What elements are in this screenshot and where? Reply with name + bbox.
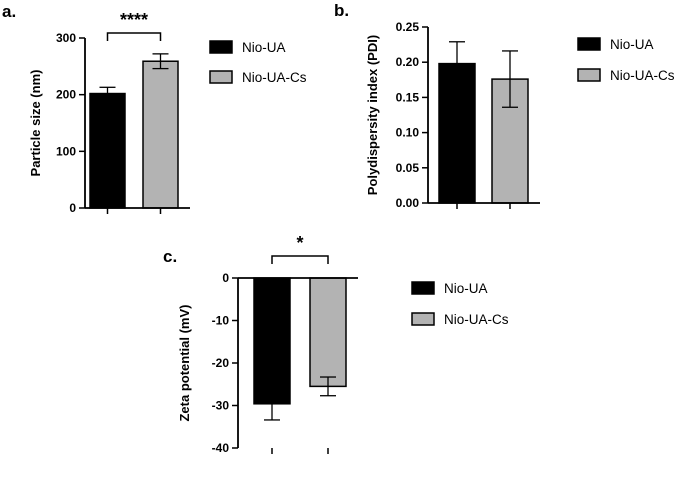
panel-b-legend-label-2: Nio-UA-Cs — [610, 68, 675, 83]
panel-a-significance-bracket — [106, 32, 162, 41]
panel-b-ylabel: Polydispersity index (PDI) — [365, 35, 380, 195]
panel-c-ytick-label-0: 0 — [222, 271, 229, 285]
panel-c-significance-label: * — [296, 233, 303, 253]
panel-c-bar-1 — [253, 277, 291, 405]
panel-b-legend-label-1: Nio-UA — [610, 37, 654, 52]
panel-a-bar-1 — [89, 92, 126, 209]
panel-b-letter: b. — [334, 1, 349, 20]
panel-b-ytick-label-1: 0.05 — [396, 161, 420, 175]
panel-c-ytick-label-2: -20 — [212, 356, 230, 370]
panel-a-ytick-label-1: 100 — [56, 144, 76, 158]
panel-c-bar-2 — [309, 277, 347, 388]
panel-c-legend-swatch-1 — [411, 281, 435, 295]
panel-a-ytick-label-2: 200 — [56, 88, 76, 102]
panel-b-ytick-label-2: 0.10 — [396, 126, 420, 140]
panel-c-ytick-label-1: -10 — [212, 314, 230, 328]
panel-b-legend-swatch-1 — [577, 37, 601, 51]
panel-c-ytick-label-4: -40 — [212, 441, 230, 455]
panel-a-ylabel: Particle size (nm) — [28, 70, 43, 177]
panel-c-ylabel: Zeta potential (mV) — [177, 304, 192, 421]
panel-a-letter: a. — [2, 2, 16, 21]
panel-a-significance-label: **** — [120, 10, 148, 30]
panel-b-ytick-label-0: 0.00 — [396, 196, 420, 210]
panel-a-legend-label-1: Nio-UA — [242, 40, 286, 55]
panel-c-significance-bracket — [271, 255, 329, 264]
panel-c-letter: c. — [163, 247, 177, 266]
panel-a-legend-swatch-1 — [209, 40, 233, 54]
panel-c-legend-swatch-2 — [411, 312, 435, 326]
panel-a-legend-label-2: Nio-UA-Cs — [242, 70, 307, 85]
panel-c-legend-label-1: Nio-UA — [444, 281, 488, 296]
panel-b-ytick-label-5: 0.25 — [396, 20, 420, 34]
panel-a-ytick-label-0: 0 — [69, 201, 76, 215]
panel-a-ytick-label-3: 300 — [56, 31, 76, 45]
panel-b-legend-swatch-2 — [577, 68, 601, 82]
panel-a-bar-2 — [142, 60, 179, 209]
panel-b-ytick-label-3: 0.15 — [396, 90, 420, 104]
panel-b-ytick-label-4: 0.20 — [396, 55, 420, 69]
panel-a-legend-swatch-2 — [209, 70, 233, 84]
panel-c-legend-label-2: Nio-UA-Cs — [444, 312, 509, 327]
panel-c-ytick-label-3: -30 — [212, 399, 230, 413]
